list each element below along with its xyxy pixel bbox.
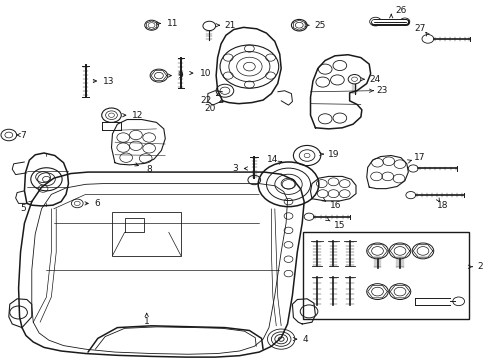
Bar xyxy=(303,232,468,319)
Text: 17: 17 xyxy=(413,153,425,162)
Text: 15: 15 xyxy=(333,221,345,230)
Text: 22: 22 xyxy=(200,95,212,104)
Text: 21: 21 xyxy=(224,21,235,30)
Text: 14: 14 xyxy=(266,154,278,163)
Text: 8: 8 xyxy=(146,165,152,174)
Text: 18: 18 xyxy=(436,202,447,210)
Text: 2: 2 xyxy=(476,262,482,271)
Text: 26: 26 xyxy=(394,6,406,15)
Text: 7: 7 xyxy=(20,130,26,139)
Text: 25: 25 xyxy=(313,21,325,30)
Text: 24: 24 xyxy=(368,75,380,84)
Text: 20: 20 xyxy=(204,104,216,112)
Text: 23: 23 xyxy=(376,86,387,95)
Text: 11: 11 xyxy=(167,19,179,28)
Text: 27: 27 xyxy=(413,24,425,33)
Text: 5: 5 xyxy=(20,204,26,212)
Text: 19: 19 xyxy=(327,150,339,158)
Text: 12: 12 xyxy=(132,111,143,120)
Text: 13: 13 xyxy=(102,77,114,85)
Text: 3: 3 xyxy=(231,164,237,173)
Text: 6: 6 xyxy=(94,199,100,208)
Text: 1: 1 xyxy=(143,317,149,325)
Text: 9: 9 xyxy=(177,71,183,80)
Text: 16: 16 xyxy=(329,202,341,210)
Text: 4: 4 xyxy=(302,335,308,343)
Bar xyxy=(112,212,181,256)
Text: 10: 10 xyxy=(199,68,211,77)
